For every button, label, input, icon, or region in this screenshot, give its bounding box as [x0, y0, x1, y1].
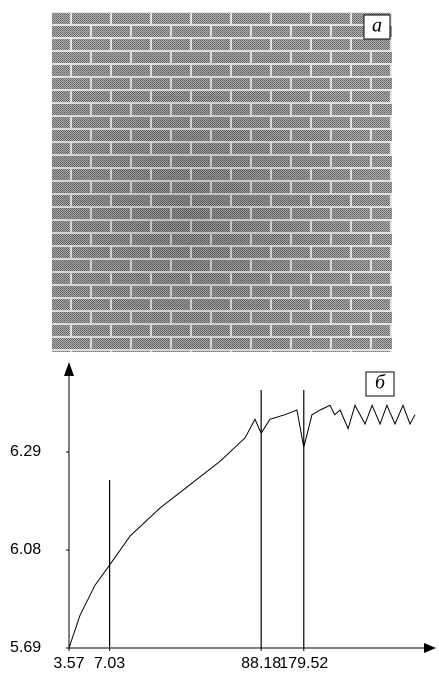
x-tick-label: 7.03: [94, 655, 125, 672]
y-axis-arrow: [64, 362, 74, 376]
label-box: [363, 14, 391, 40]
data-line: [68, 403, 416, 649]
y-tick-label: 5.69: [10, 639, 41, 656]
panel-label: б: [375, 372, 386, 394]
x-axis-arrow: [424, 643, 436, 653]
x-tick-label: 179.52: [279, 655, 328, 672]
y-tick-label: 6.08: [10, 541, 41, 558]
label-box: [365, 371, 395, 397]
x-tick-label: 88.18: [241, 655, 281, 672]
brick-image: [52, 12, 392, 352]
y-tick-label: 6.29: [10, 443, 41, 460]
panel-label: а: [372, 15, 382, 37]
x-tick-label: 3.57: [53, 655, 84, 672]
